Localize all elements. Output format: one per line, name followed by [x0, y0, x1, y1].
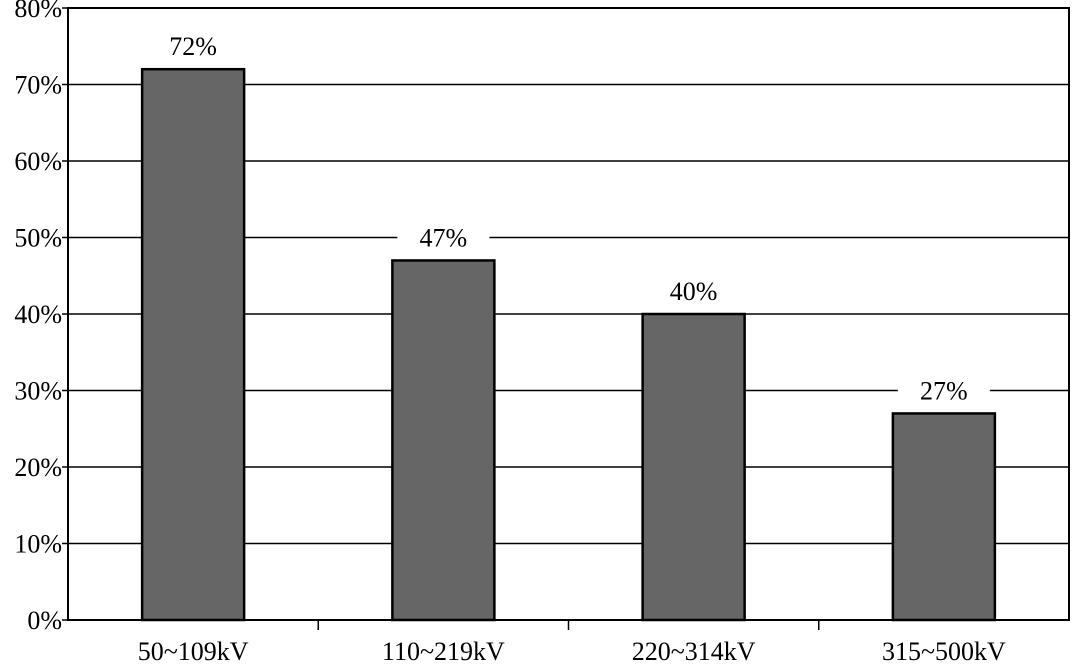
x-tick-label: 315~500kV	[882, 637, 1006, 665]
data-label-background	[147, 29, 240, 60]
y-tick-label: 70%	[14, 71, 62, 100]
y-tick-label: 0%	[27, 606, 62, 635]
y-tick-label: 30%	[14, 377, 62, 406]
x-tick-label: 220~314kV	[632, 637, 756, 665]
x-axis: 50~109kV 110~219kV 220~314kV 315~500kV	[138, 620, 1006, 665]
bars-group	[140, 67, 997, 622]
y-tick-label: 50%	[14, 224, 62, 253]
y-tick-label: 10%	[14, 530, 62, 559]
bar	[140, 67, 246, 622]
y-axis: 0% 10% 20% 30% 40% 50% 60% 70% 80%	[14, 0, 68, 635]
data-label: 47%	[420, 223, 468, 252]
y-tick-label: 40%	[14, 300, 62, 329]
bar	[391, 259, 496, 622]
y-tick-label: 20%	[14, 453, 62, 482]
y-tick-label: 60%	[14, 147, 62, 176]
y-tick-label: 80%	[14, 0, 62, 23]
data-label: 40%	[670, 277, 718, 306]
x-tick-label: 50~109kV	[138, 637, 249, 665]
data-labels: 72% 47% 40% 27%	[147, 29, 990, 405]
data-label-background	[397, 220, 490, 251]
data-label: 27%	[920, 376, 968, 405]
bar	[641, 312, 746, 622]
data-label-background	[647, 274, 740, 304]
bar	[891, 412, 997, 622]
x-tick-label: 110~219kV	[382, 637, 505, 665]
data-label-background	[897, 373, 990, 404]
data-label: 72%	[169, 32, 217, 61]
